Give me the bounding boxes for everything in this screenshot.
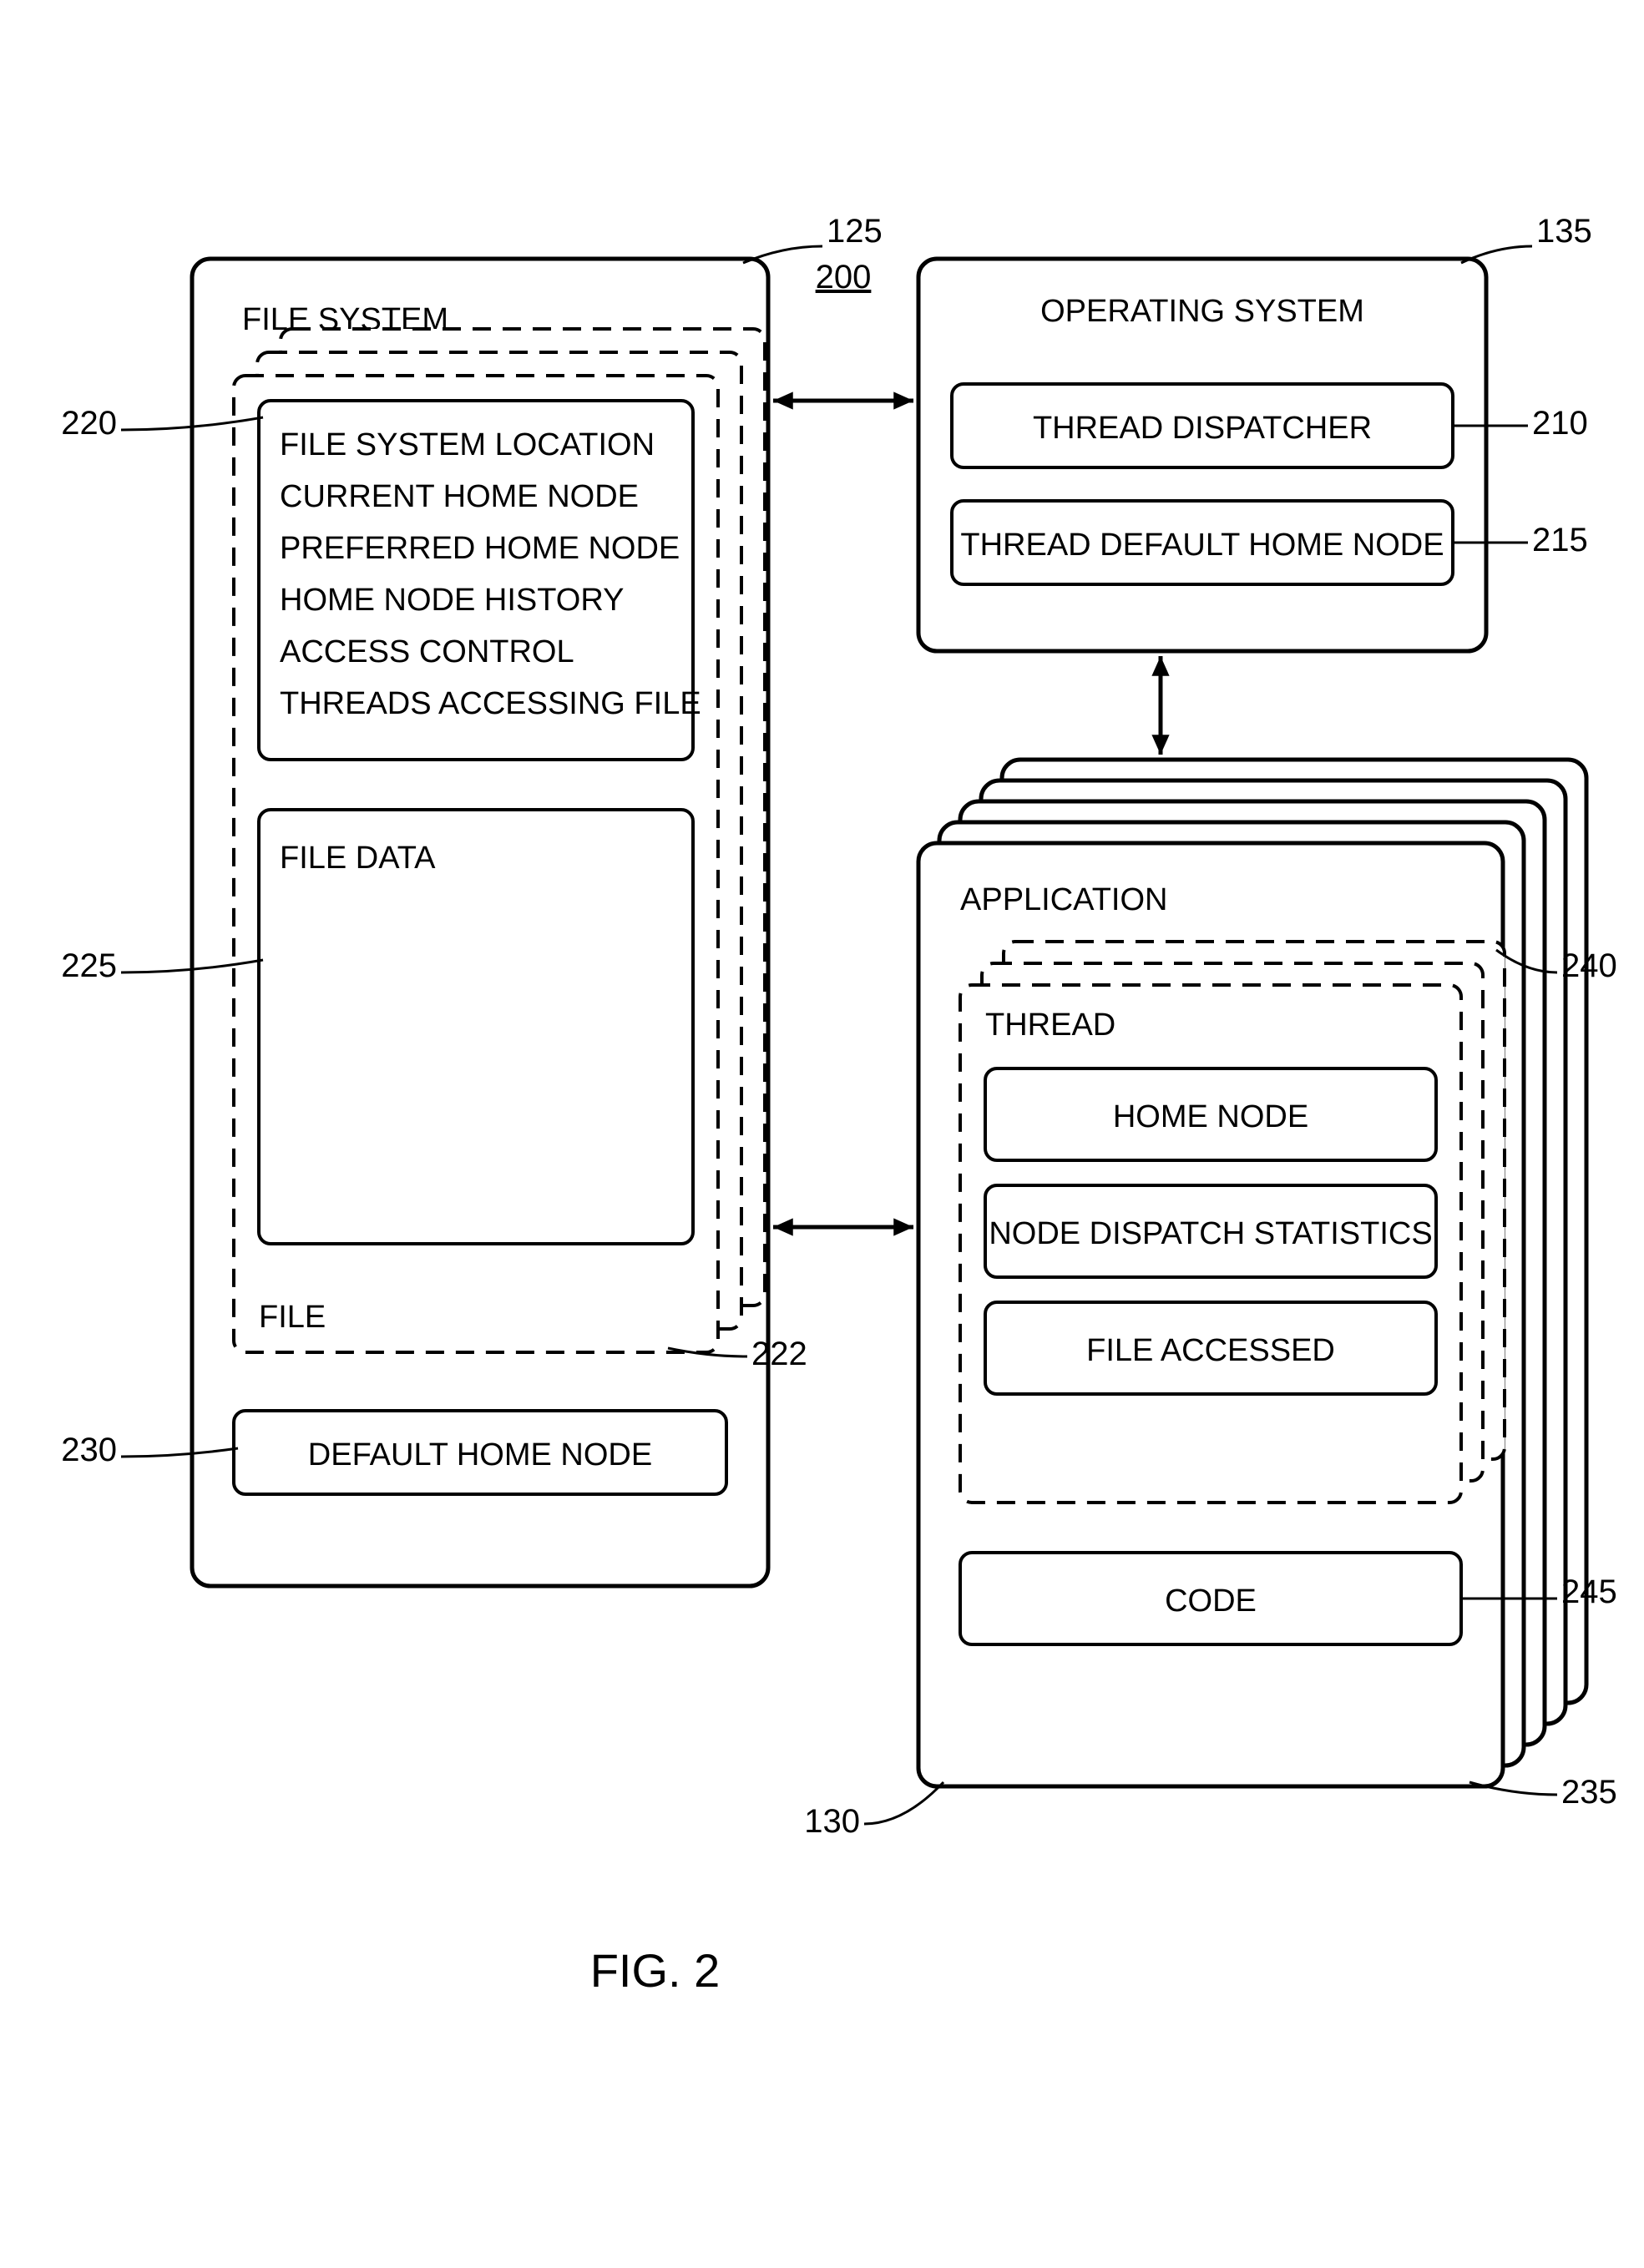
file-metadata-line: ACCESS CONTROL [280,634,574,669]
ref-215: 215 [1532,522,1588,558]
ref-230: 230 [61,1432,117,1468]
file-stack: FILE FILE SYSTEM LOCATION CURRENT HOME NOD… [234,329,765,1352]
file-metadata-line: THREADS ACCESSING FILE [280,686,701,721]
application-label: APPLICATION [960,882,1167,917]
ref-222: 222 [751,1336,807,1372]
ref-200: 200 [816,259,872,295]
file-metadata-line: PREFERRED HOME NODE [280,531,680,566]
polygon-shape [773,1218,793,1235]
thread-stack: THREAD HOME NODE NODE DISPATCH STATISTICS F… [960,942,1505,1503]
application-block: APPLICATION 130 THREAD HOME NODE NODE DISPAT… [804,760,1617,1840]
file-metadata-line: FILE SYSTEM LOCATION [280,427,655,462]
ref-210: 210 [1532,405,1588,442]
ref-125: 125 [827,213,883,250]
thread-default-home-node-label: THREAD DEFAULT HOME NODE [960,528,1444,563]
polygon-shape [1151,735,1169,755]
figure-caption: FIG. 2 [590,1944,721,1997]
default-home-node-label: DEFAULT HOME NODE [308,1437,652,1472]
ref-220: 220 [61,405,117,442]
file-metadata-line: HOME NODE HISTORY [280,583,624,618]
polygon-shape [773,391,793,409]
file-metadata-line: CURRENT HOME NODE [280,479,639,514]
thread-dispatcher-label: THREAD DISPATCHER [1033,411,1372,446]
path-shape [864,1782,943,1824]
ref-135: 135 [1536,213,1592,250]
thread-item-label: NODE DISPATCH STATISTICS [989,1216,1432,1251]
polygon-shape [1151,656,1169,676]
polygon-shape [893,1218,913,1235]
polygon-shape [893,391,913,409]
operating-system-label: OPERATING SYSTEM [1040,294,1364,329]
ref-245: 245 [1561,1573,1617,1610]
thread-item-label: HOME NODE [1113,1099,1308,1134]
operating-system-block: OPERATING SYSTEM 135 THREAD DISPATCHER 210 T… [918,213,1592,651]
file-label: FILE [259,1300,326,1335]
diagram-root: FILE SYSTEM125FILEFILE SYSTEM LOCATIONCU… [0,0,1644,2268]
thread-item-label: FILE ACCESSED [1086,1333,1335,1368]
ref-225: 225 [61,947,117,984]
ref-240: 240 [1561,947,1617,984]
ref-235: 235 [1561,1774,1617,1811]
file-data-label: FILE DATA [280,841,436,876]
code-label: CODE [1165,1584,1257,1619]
thread-label: THREAD [985,1008,1115,1043]
ref-130: 130 [804,1803,860,1840]
file-system-block: FILE SYSTEM125FILEFILE SYSTEM LOCATIONCU… [61,213,883,1586]
